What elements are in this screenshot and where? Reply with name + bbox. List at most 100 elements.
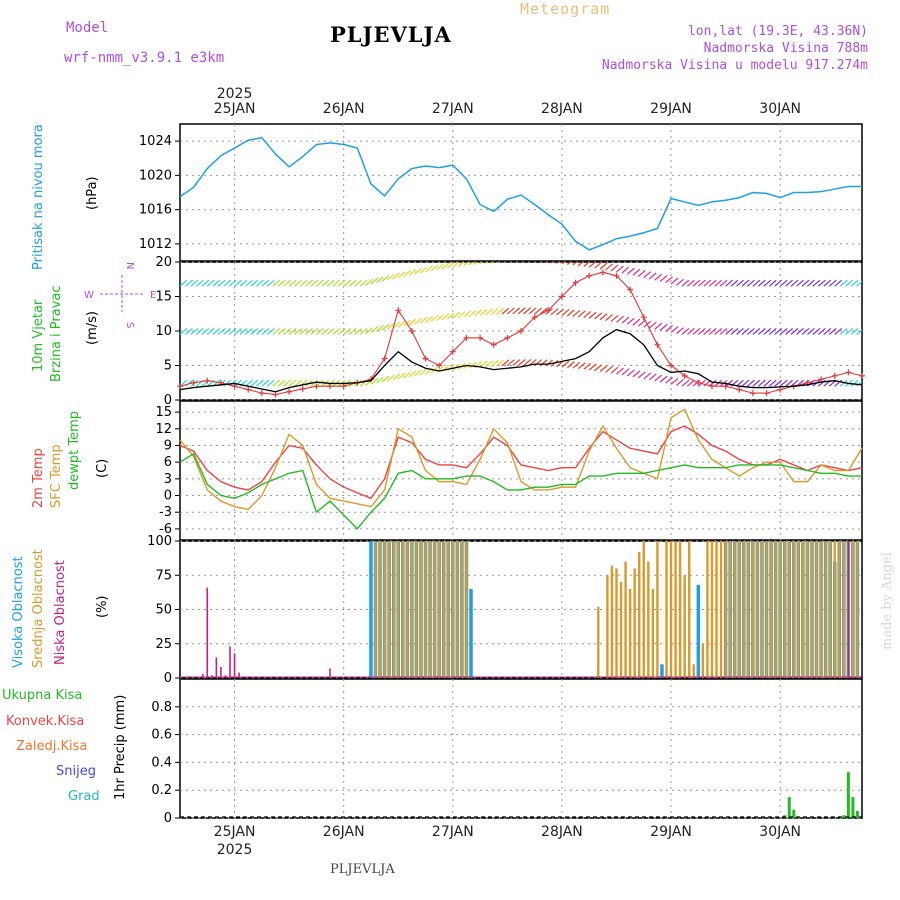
- day-label-top: 27JAN: [432, 101, 474, 117]
- wind-arrow: [823, 279, 832, 287]
- wind-arrow: [856, 328, 862, 335]
- y-tick-label: 10: [155, 324, 172, 339]
- cloud-bar: [756, 541, 759, 678]
- wind-arrow: [479, 308, 488, 316]
- y-tick-label: 1016: [139, 203, 172, 218]
- wind-arrow: [180, 379, 188, 387]
- wind-arrow: [517, 359, 526, 366]
- wind-arrow: [305, 279, 313, 287]
- wind-arrow: [556, 308, 564, 316]
- wind-arrow: [337, 279, 346, 287]
- wind-arrow: [714, 327, 723, 335]
- wind-axis-labels: 10m Vjetar Brzina i Pravac (m/s): [31, 285, 100, 382]
- gust-marker: [558, 293, 565, 300]
- wind-arrow: [386, 374, 395, 382]
- wind-arrow: [376, 376, 384, 384]
- wind-arrow: [326, 327, 335, 335]
- wind-arrow: [637, 319, 646, 327]
- cloud-bar: [447, 541, 450, 678]
- cloud-bar: [778, 541, 782, 678]
- wind-arrow: [725, 327, 733, 335]
- cloud-ylabel-low: Niska Oblacnost: [53, 560, 68, 665]
- wind-arrow: [790, 327, 799, 335]
- wind-arrow: [190, 279, 199, 287]
- wind-arrow: [386, 322, 395, 330]
- temp-line-1: [179, 408, 863, 511]
- cloud-bar: [783, 541, 786, 678]
- wind-speed-line: [179, 328, 863, 393]
- day-label-top: 26JAN: [323, 101, 365, 117]
- day-label-bottom: 27JAN: [432, 824, 474, 840]
- wind-arrow: [861, 385, 862, 387]
- wind-arrow: [272, 379, 281, 387]
- wind-arrow: [796, 279, 804, 287]
- wind-arrow: [561, 360, 570, 368]
- wind-arrow: [790, 279, 799, 287]
- cloud-bar: [401, 541, 404, 678]
- gust-marker: [245, 386, 252, 393]
- wind-arrow: [817, 327, 826, 335]
- wind-arrow: [703, 279, 712, 287]
- gust-marker: [313, 383, 320, 390]
- wind-arrow: [490, 262, 494, 264]
- cloud-bar: [851, 541, 855, 678]
- cloud-bar: [669, 541, 673, 678]
- wind-arrow: [370, 277, 379, 285]
- wind-arrow: [277, 327, 286, 335]
- compass-west: W: [84, 290, 94, 301]
- wind-arrow: [550, 262, 554, 264]
- wind-arrow: [463, 262, 470, 267]
- cloud-bar: [651, 588, 655, 678]
- cloud-bar: [442, 541, 445, 678]
- gust-marker: [272, 391, 279, 398]
- wind-arrow: [425, 315, 433, 323]
- precip-legend-item: Konvek.Kisa: [6, 714, 84, 729]
- year-label-bottom: 2025: [217, 842, 253, 858]
- wind-arrow: [217, 279, 226, 287]
- wind-arrow: [326, 279, 335, 287]
- gust-marker: [586, 272, 593, 279]
- wind-arrow: [381, 274, 390, 282]
- cloud-bar: [428, 541, 432, 678]
- gust-marker: [231, 383, 238, 390]
- wind-arrow: [365, 278, 373, 286]
- wind-arrow: [441, 313, 450, 321]
- temp-axis-labels: 2m Temp SFC Temp dewpt Temp (C): [31, 411, 110, 508]
- wind-arrow: [381, 323, 390, 331]
- wind-arrow: [523, 359, 532, 366]
- wind-arrow: [239, 279, 248, 287]
- wind-arrow: [839, 379, 848, 387]
- wind-arrow: [250, 327, 259, 335]
- wind-arrow: [823, 327, 832, 335]
- wind-arrow: [828, 327, 837, 335]
- wind-arrow: [594, 312, 603, 320]
- cloud-bar: [615, 568, 618, 678]
- cloud-bar: [465, 541, 468, 678]
- cloud-bar: [742, 541, 745, 678]
- wind-arrow: [708, 379, 717, 387]
- y-tick-label: 0.8: [151, 700, 172, 715]
- wind-arrow: [659, 323, 668, 331]
- wind-arrow: [654, 273, 663, 281]
- wind-arrow: [747, 327, 755, 335]
- wind-arrow: [687, 279, 695, 287]
- wind-arrow: [779, 327, 788, 335]
- wind-unit: (m/s): [85, 311, 100, 345]
- wind-arrow: [637, 270, 646, 277]
- wind-arrow: [676, 327, 684, 335]
- wind-ylabel-1: 10m Vjetar: [31, 299, 46, 372]
- gust-marker: [695, 379, 702, 386]
- wind-arrow: [757, 279, 766, 287]
- y-tick-label: 1012: [139, 237, 172, 252]
- wind-arrow: [741, 379, 750, 387]
- wind-arrow: [376, 325, 384, 332]
- cloud-bar: [229, 646, 231, 678]
- gust-marker: [477, 334, 484, 341]
- wind-arrow: [572, 309, 581, 317]
- wind-arrow: [457, 262, 465, 267]
- wind-arrow: [845, 279, 854, 287]
- wind-arrow: [834, 327, 843, 335]
- wind-arrow: [752, 327, 761, 335]
- wind-arrow: [583, 362, 592, 370]
- cloud-bar: [392, 541, 395, 678]
